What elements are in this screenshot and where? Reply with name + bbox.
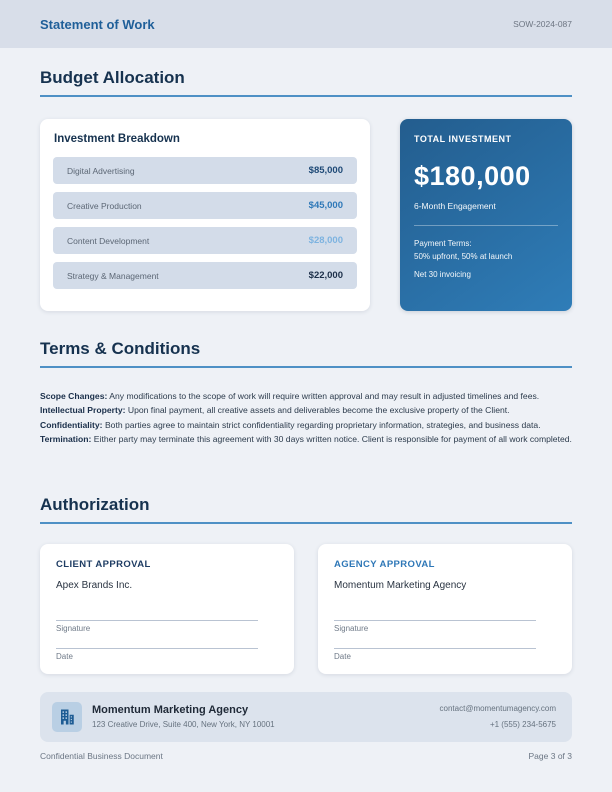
term-text: Either party may terminate this agreemen… (93, 434, 572, 445)
budget-allocation-heading: Budget Allocation (40, 68, 572, 97)
budget-row-value: $45,000 (308, 200, 343, 211)
budget-row-label: Content Development (67, 235, 150, 246)
total-investment-label: TOTAL INVESTMENT (414, 134, 512, 144)
document-content: Budget Allocation Investment Breakdown D… (0, 48, 612, 792)
budget-row-value: $28,000 (308, 235, 343, 246)
payment-terms-label: Payment Terms: (414, 239, 472, 248)
footer-icon-tile (52, 701, 82, 732)
confidential-note: Confidential Business Document (40, 750, 163, 761)
footer-right: contact@momentumagency.com +1 (555) 234-… (440, 704, 556, 729)
authorization-cards-row: CLIENT APPROVAL Apex Brands Inc. Signatu… (40, 543, 572, 674)
client-signature-line (56, 619, 258, 621)
term-text: Any modifications to the scope of work w… (109, 391, 540, 401)
page-number: Page 3 of 3 (528, 750, 572, 761)
budget-row-digital-advertising: Digital Advertising $85,000 (53, 157, 357, 184)
authorization-heading: Authorization (40, 495, 572, 524)
agency-company-name: Momentum Marketing Agency (334, 579, 467, 591)
document-header: Statement of Work SOW-2024-087 (0, 0, 612, 48)
investment-breakdown-title: Investment Breakdown (54, 133, 180, 145)
client-date-line (56, 647, 258, 649)
agency-date-line (334, 647, 536, 649)
term-label: Scope Changes: (40, 391, 108, 401)
term-label: Confidentiality: (40, 419, 103, 430)
investment-breakdown-card: Investment Breakdown Digital Advertising… (40, 119, 370, 311)
budget-row-value: $85,000 (308, 165, 343, 176)
document-title: Statement of Work (40, 16, 155, 32)
total-investment-card: TOTAL INVESTMENT $180,000 6-Month Engage… (400, 119, 572, 311)
terms-conditions-body: Scope Changes: Any modifications to the … (40, 389, 572, 447)
agency-approval-card: AGENCY APPROVAL Momentum Marketing Agenc… (318, 543, 572, 674)
terms-conditions-heading: Terms & Conditions (40, 339, 572, 368)
footer-company-block: Momentum Marketing Agency 123 Creative D… (92, 704, 275, 729)
footer-email: contact@momentumagency.com (439, 704, 556, 714)
budget-row-content-development: Content Development $28,000 (53, 227, 357, 254)
building-icon (61, 709, 74, 725)
footer-phone: +1 (555) 234-5675 (489, 720, 556, 730)
agency-signature-label: Signature (334, 623, 369, 633)
term-text: Both parties agree to maintain strict co… (104, 419, 541, 430)
client-date-label: Date (56, 651, 73, 661)
budget-row-strategy-management: Strategy & Management $22,000 (53, 262, 357, 289)
footer-contact-card: Momentum Marketing Agency 123 Creative D… (40, 691, 572, 742)
document-number: SOW-2024-087 (513, 19, 572, 29)
client-approval-heading: CLIENT APPROVAL (56, 558, 151, 570)
budget-row-label: Creative Production (67, 200, 142, 211)
budget-cards-row: Investment Breakdown Digital Advertising… (40, 119, 572, 311)
footer-left: Momentum Marketing Agency 123 Creative D… (52, 701, 275, 732)
footer-company-name: Momentum Marketing Agency (92, 704, 249, 717)
term-text: Upon final payment, all creative assets … (127, 405, 510, 416)
footer-address: 123 Creative Drive, Suite 400, New York,… (92, 720, 275, 730)
client-signature-block: Signature (56, 619, 258, 633)
invoicing-terms: Net 30 invoicing (414, 270, 471, 279)
term-termination: Termination: Either party may terminate … (40, 434, 572, 444)
agency-date-block: Date (334, 647, 536, 661)
agency-approval-heading: AGENCY APPROVAL (334, 558, 435, 570)
total-investment-amount: $180,000 (414, 161, 531, 191)
budget-row-label: Strategy & Management (67, 270, 159, 281)
term-confidentiality: Confidentiality: Both parties agree to m… (40, 420, 541, 430)
engagement-duration: 6-Month Engagement (414, 201, 496, 211)
agency-signature-block: Signature (334, 619, 536, 633)
client-signature-label: Signature (56, 623, 91, 633)
agency-date-label: Date (334, 651, 351, 661)
term-intellectual-property: Intellectual Property: Upon final paymen… (40, 405, 510, 415)
budget-row-label: Digital Advertising (67, 165, 135, 176)
document-bottom-row: Confidential Business Document Page 3 of… (40, 751, 572, 761)
term-label: Termination: (40, 434, 92, 445)
term-label: Intellectual Property: (40, 405, 126, 416)
client-date-block: Date (56, 647, 258, 661)
client-company-name: Apex Brands Inc. (56, 579, 133, 591)
payment-terms-detail: 50% upfront, 50% at launch (414, 252, 513, 261)
client-approval-card: CLIENT APPROVAL Apex Brands Inc. Signatu… (40, 543, 294, 674)
budget-row-creative-production: Creative Production $45,000 (53, 192, 357, 219)
agency-signature-line (334, 619, 536, 621)
budget-row-value: $22,000 (308, 270, 343, 281)
term-scope-changes: Scope Changes: Any modifications to the … (40, 391, 539, 401)
total-card-divider (414, 225, 558, 226)
